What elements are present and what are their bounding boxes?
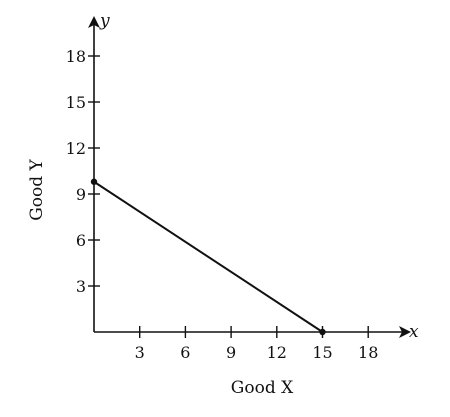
endpoint-marker [90, 178, 98, 185]
y-axis-title: Good Y [27, 158, 47, 220]
x-tick-label: 12 [267, 343, 287, 362]
x-tick-label: 18 [358, 343, 378, 362]
y-tick-label: 18 [66, 47, 86, 66]
y-tick-label: 15 [66, 93, 86, 112]
x-tick-label: 6 [180, 343, 190, 362]
x-ticks: 3 6 9 12 15 18 [135, 326, 378, 362]
endpoint-marker [319, 328, 326, 336]
x-axis-title: Good X [231, 378, 294, 398]
budget-line [93, 180, 324, 333]
y-tick-label: 9 [76, 185, 86, 204]
x-tick-label: 15 [312, 343, 332, 362]
x-tick-label: 3 [135, 343, 145, 362]
y-tick-label: 12 [66, 139, 86, 158]
y-tick-label: 6 [76, 231, 86, 250]
x-tick-label: 9 [226, 343, 236, 362]
y-axis-variable: y [99, 11, 110, 31]
x-axis-variable: x [409, 322, 419, 342]
y-tick-label: 3 [76, 277, 86, 296]
series-layer [90, 178, 326, 336]
y-ticks: 3 6 9 12 15 18 [66, 47, 100, 296]
